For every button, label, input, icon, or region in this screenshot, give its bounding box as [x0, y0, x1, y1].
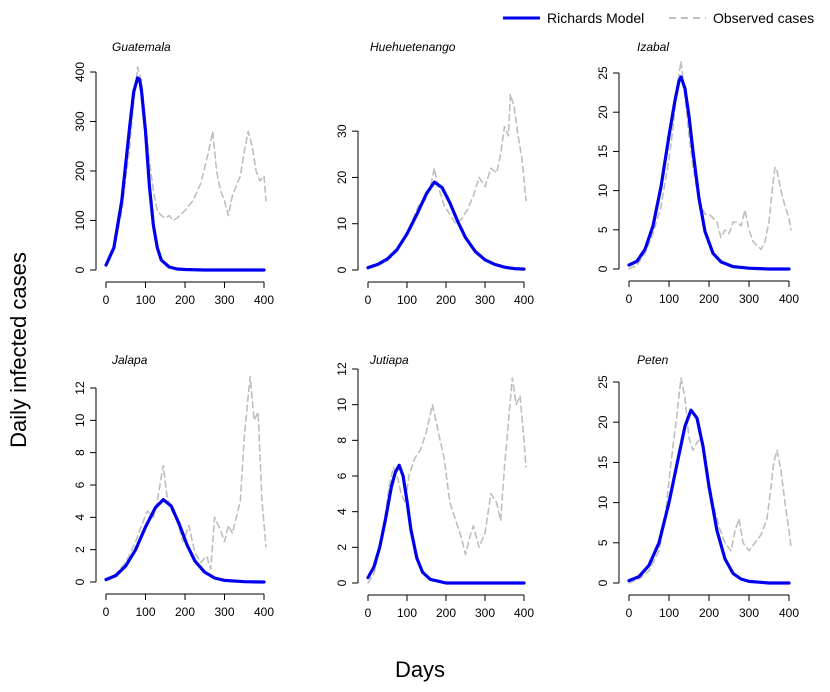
y-tick-label-jutiapa-12: 12 — [335, 362, 349, 376]
series-line-richards-model-peten — [627, 408, 791, 585]
x-tick-label-jalapa-0: 0 — [103, 605, 110, 619]
y-tick-label-izabal-5: 5 — [596, 226, 610, 233]
y-tick-label-jutiapa-4: 4 — [335, 508, 349, 515]
y-tick-label-jalapa-10: 10 — [73, 413, 87, 427]
y-tick-label-izabal-10: 10 — [596, 184, 610, 198]
series-line-observed-cases-jalapa — [105, 375, 267, 582]
series-line-observed-cases-izabal — [628, 60, 792, 270]
panel-title-jalapa: Jalapa — [111, 353, 148, 367]
panel-jalapa: Jalapa 0 100 200 300 400 0 2 4 6 8 10 12 — [73, 353, 274, 619]
panel-jutiapa: Jutiapa 0 100 200 300 400 0 2 4 6 8 10 12 — [335, 353, 534, 620]
series-line-richards-model-jutiapa — [366, 463, 526, 585]
series-line-richards-model-guatemala — [104, 76, 266, 272]
y-tick-label-peten-10: 10 — [596, 496, 610, 510]
x-tick-label-peten-100: 100 — [659, 606, 679, 620]
y-tick-label-izabal-25: 25 — [596, 66, 610, 80]
legend-label-richards-model: Richards Model — [547, 10, 644, 26]
series-line-observed-cases-guatemala — [105, 66, 267, 266]
panel-title-peten: Peten — [637, 353, 669, 367]
x-tick-label-izabal-200: 200 — [699, 292, 719, 306]
x-tick-label-huehuetenango-0: 0 — [365, 293, 372, 307]
y-tick-label-jalapa-8: 8 — [73, 449, 87, 456]
series-line-richards-model-jalapa — [104, 498, 266, 584]
x-tick-label-guatemala-300: 300 — [214, 293, 234, 307]
y-axis-title: Daily infected cases — [6, 252, 31, 448]
x-tick-label-guatemala-100: 100 — [135, 293, 155, 307]
x-tick-label-peten-200: 200 — [699, 606, 719, 620]
x-tick-label-jalapa-200: 200 — [175, 605, 195, 619]
x-tick-label-guatemala-400: 400 — [254, 293, 274, 307]
y-tick-label-peten-5: 5 — [596, 539, 610, 546]
y-tick-label-huehuetenango-10: 10 — [335, 217, 349, 231]
x-tick-label-jutiapa-300: 300 — [475, 606, 495, 620]
panel-title-guatemala: Guatemala — [112, 40, 171, 54]
y-tick-label-guatemala-300: 300 — [73, 111, 87, 131]
y-tick-label-peten-0: 0 — [596, 579, 610, 586]
y-tick-label-guatemala-200: 200 — [73, 161, 87, 181]
x-tick-label-izabal-100: 100 — [659, 292, 679, 306]
y-tick-label-huehuetenango-20: 20 — [335, 170, 349, 184]
y-tick-label-peten-15: 15 — [596, 455, 610, 469]
x-tick-label-guatemala-0: 0 — [103, 293, 110, 307]
series-line-richards-model-huehuetenango — [366, 180, 526, 271]
y-tick-label-izabal-20: 20 — [596, 105, 610, 119]
y-tick-label-jalapa-4: 4 — [73, 514, 87, 521]
y-tick-label-jalapa-6: 6 — [73, 481, 87, 488]
y-tick-label-jutiapa-0: 0 — [335, 579, 349, 586]
x-tick-label-peten-300: 300 — [739, 606, 759, 620]
series-line-observed-cases-peten — [628, 377, 792, 584]
y-tick-label-peten-25: 25 — [596, 375, 610, 389]
y-tick-label-jalapa-0: 0 — [73, 578, 87, 585]
x-tick-label-jalapa-400: 400 — [254, 605, 274, 619]
series-line-richards-model-izabal — [627, 75, 791, 271]
legend-label-observed-cases: Observed cases — [713, 10, 814, 26]
x-tick-label-huehuetenango-200: 200 — [436, 293, 456, 307]
y-tick-label-jalapa-12: 12 — [73, 381, 87, 395]
y-tick-label-jutiapa-6: 6 — [335, 472, 349, 479]
y-tick-label-huehuetenango-0: 0 — [335, 266, 349, 273]
x-tick-label-jutiapa-400: 400 — [514, 606, 534, 620]
x-tick-label-peten-400: 400 — [779, 606, 799, 620]
y-tick-label-jutiapa-10: 10 — [335, 398, 349, 412]
y-tick-label-jalapa-2: 2 — [73, 546, 87, 553]
x-tick-label-huehuetenango-400: 400 — [514, 293, 534, 307]
x-tick-label-jutiapa-200: 200 — [436, 606, 456, 620]
x-tick-label-guatemala-200: 200 — [175, 293, 195, 307]
panel-huehuetenango: Huehuetenango 0 100 200 300 400 0 10 20 30 — [335, 40, 534, 307]
legend: Richards Model Observed cases — [503, 10, 814, 26]
y-tick-label-guatemala-100: 100 — [73, 210, 87, 230]
panel-guatemala: Guatemala 0 100 200 300 400 0 100 200 300 400 — [73, 40, 274, 307]
y-tick-label-peten-20: 20 — [596, 415, 610, 429]
y-tick-label-guatemala-0: 0 — [73, 266, 87, 273]
series-line-observed-cases-huehuetenango — [367, 93, 527, 269]
x-tick-label-huehuetenango-100: 100 — [397, 293, 417, 307]
panel-title-izabal: Izabal — [637, 40, 669, 54]
panel-title-huehuetenango: Huehuetenango — [370, 40, 456, 54]
x-tick-label-peten-0: 0 — [626, 606, 633, 620]
y-tick-label-jutiapa-2: 2 — [335, 544, 349, 551]
x-tick-label-jalapa-300: 300 — [214, 605, 234, 619]
y-tick-label-huehuetenango-30: 30 — [335, 124, 349, 138]
panel-title-jutiapa: Jutiapa — [369, 353, 409, 367]
y-tick-label-guatemala-400: 400 — [73, 62, 87, 82]
x-tick-label-jalapa-100: 100 — [135, 605, 155, 619]
panel-peten: Peten 0 100 200 300 400 0 5 10 15 20 25 — [596, 353, 799, 620]
panel-izabal: Izabal 0 100 200 300 400 0 5 10 15 20 25 — [596, 40, 799, 306]
x-tick-label-izabal-300: 300 — [739, 292, 759, 306]
x-tick-label-izabal-0: 0 — [626, 292, 633, 306]
x-tick-label-izabal-400: 400 — [779, 292, 799, 306]
x-axis-title: Days — [395, 657, 445, 682]
x-tick-label-huehuetenango-300: 300 — [475, 293, 495, 307]
y-tick-label-jutiapa-8: 8 — [335, 437, 349, 444]
x-tick-label-jutiapa-0: 0 — [365, 606, 372, 620]
y-tick-label-izabal-0: 0 — [596, 265, 610, 272]
y-tick-label-izabal-15: 15 — [596, 144, 610, 158]
x-tick-label-jutiapa-100: 100 — [397, 606, 417, 620]
